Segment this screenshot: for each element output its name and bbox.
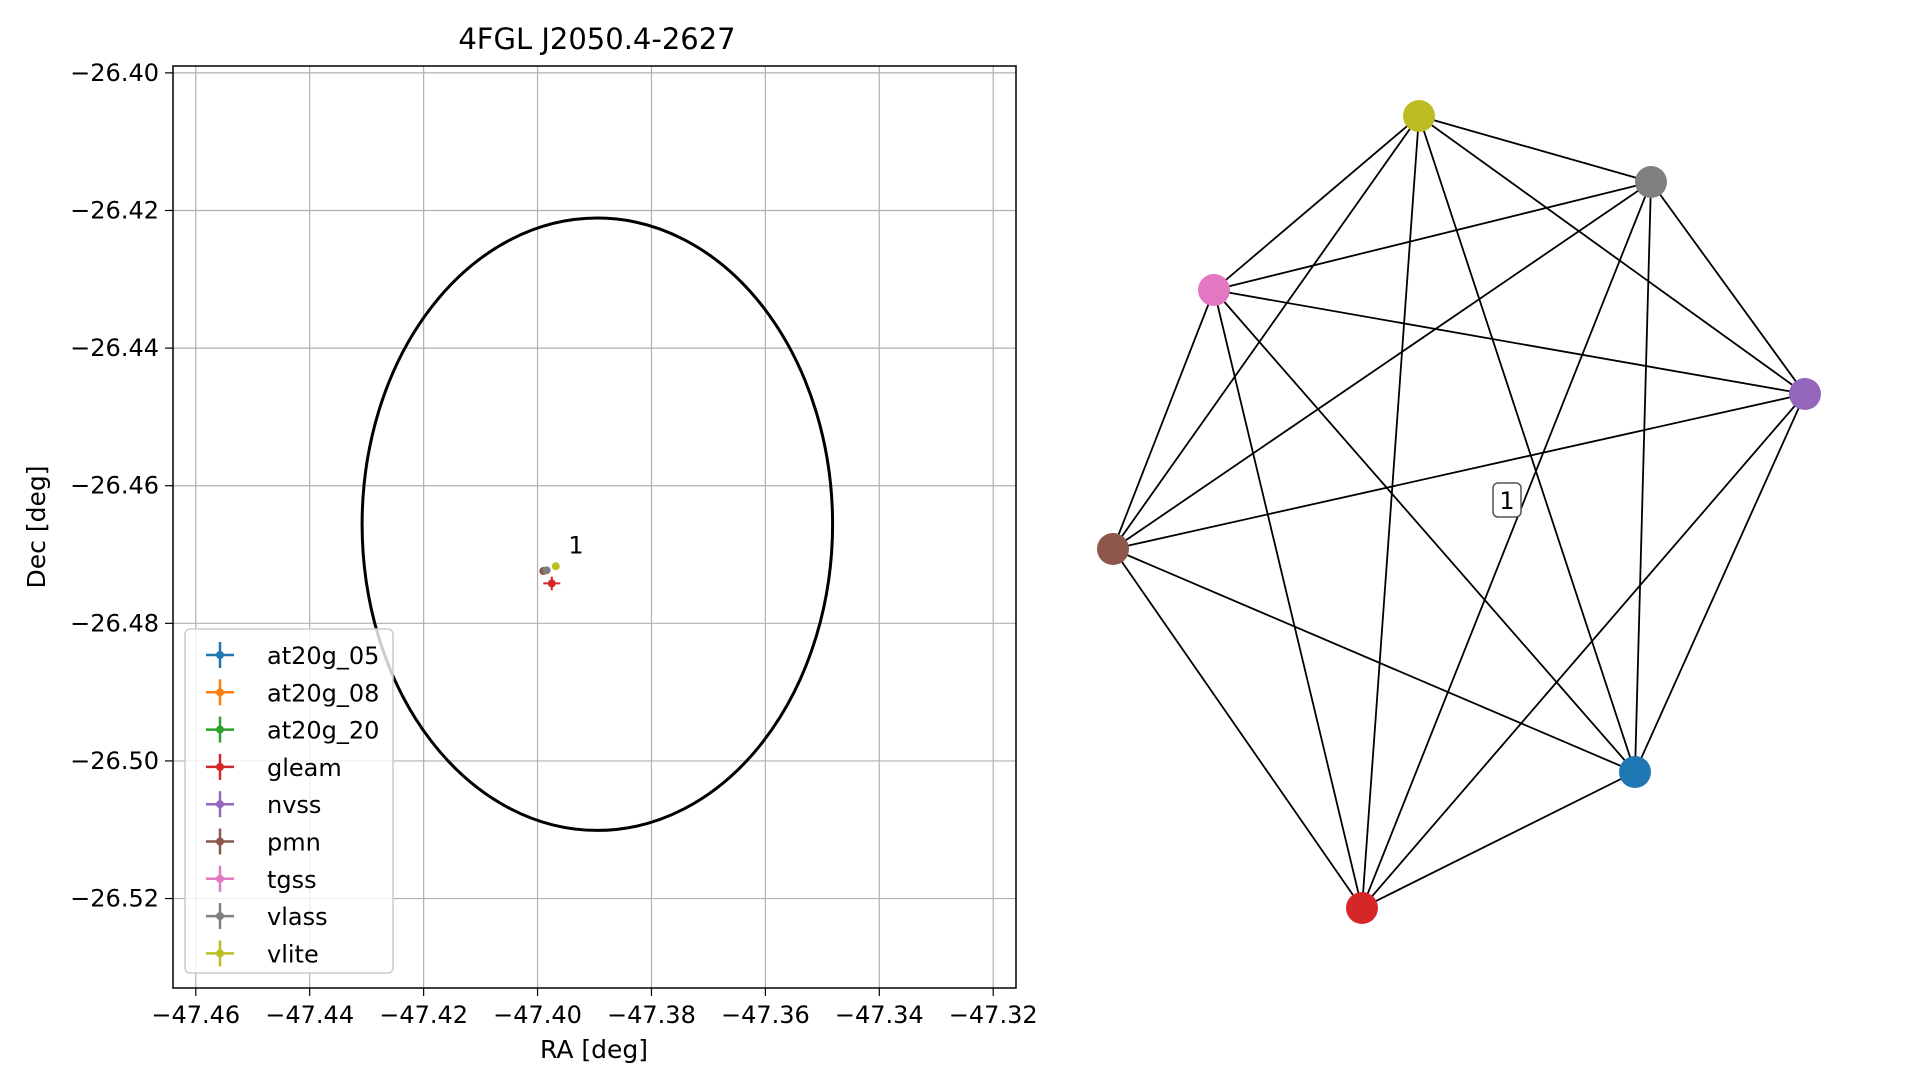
network-label: 1	[1499, 487, 1514, 515]
network-edge	[1112, 115, 1420, 550]
source-point-vlite	[551, 562, 560, 571]
y-tick-label: −26.42	[70, 196, 159, 224]
x-tick-label: −47.46	[151, 1001, 240, 1029]
chart-title: 4FGL J2050.4-2627	[458, 22, 735, 56]
x-tick-label: −47.32	[949, 1001, 1038, 1029]
legend-entry-at20g_20: at20g_20	[206, 716, 379, 745]
network-edge	[1112, 548, 1363, 909]
legend-box	[184, 628, 394, 974]
network-node-vlite	[1403, 100, 1435, 132]
network-edge	[1634, 393, 1806, 773]
network-edge	[1213, 289, 1806, 395]
x-tick-label: −47.34	[835, 1001, 924, 1029]
legend-label: tgss	[267, 866, 317, 894]
legend-entry-at20g_08: at20g_08	[206, 679, 379, 707]
network-nodes	[1097, 100, 1821, 924]
network-node-at20g_05	[1619, 756, 1651, 788]
network-label-box: 1	[1492, 482, 1522, 518]
network-edge	[1418, 115, 1806, 395]
network-edge	[1112, 181, 1652, 550]
legend-label: at20g_20	[267, 717, 379, 745]
network-edge	[1650, 181, 1806, 395]
network-edge	[1418, 115, 1636, 773]
network-node-nvss	[1789, 378, 1821, 410]
legend-label: nvss	[267, 791, 321, 819]
legend-label: vlass	[267, 903, 328, 931]
network-edge	[1213, 115, 1420, 291]
legend-label: vlite	[267, 940, 319, 968]
legend-entry-vlass: vlass	[206, 903, 328, 931]
network-node-tgss	[1198, 274, 1230, 306]
plot-frame	[172, 65, 1017, 989]
source-point-vlass	[542, 566, 551, 575]
legend-label: at20g_05	[267, 642, 379, 670]
network-edge	[1112, 548, 1636, 773]
network-edge	[1112, 393, 1806, 550]
network-edge	[1634, 181, 1652, 773]
network-edge	[1213, 289, 1636, 773]
x-tick-label: −47.36	[721, 1001, 810, 1029]
point-annotation: 1	[568, 531, 583, 559]
network-node-pmn	[1097, 533, 1129, 565]
x-tick-label: −47.42	[379, 1001, 468, 1029]
x-tick-label: −47.44	[265, 1001, 354, 1029]
grid	[173, 66, 1016, 988]
network-edge	[1418, 115, 1652, 183]
y-tick-label: −26.44	[70, 334, 159, 362]
y-tick-label: −26.40	[70, 59, 159, 87]
source-points-layer: 1	[539, 531, 584, 591]
y-tick-label: −26.48	[70, 609, 159, 637]
legend-entry-tgss: tgss	[206, 865, 317, 894]
legend-entry-gleam: gleam	[206, 753, 342, 782]
network-edges	[1112, 115, 1806, 909]
network-edge	[1213, 181, 1652, 291]
network-panel: 1	[1097, 100, 1821, 924]
legend-label: at20g_08	[267, 679, 379, 707]
network-edge	[1213, 289, 1363, 909]
network-edge	[1361, 771, 1636, 909]
network-edge	[1361, 115, 1420, 909]
network-edge	[1361, 181, 1652, 909]
x-axis-ticks: −47.46 −47.44 −47.42 −47.40 −47.38 −47.36 −47.…	[151, 988, 1038, 1029]
y-axis-ticks: −26.40 −26.42 −26.44 −26.46 −26.48 −26.50 −26.…	[70, 59, 173, 913]
y-axis-label: Dec [deg]	[22, 466, 51, 589]
error-ellipse	[360, 216, 835, 832]
network-node-vlass	[1635, 166, 1667, 198]
network-edge	[1361, 393, 1806, 909]
source-point-gleam	[543, 576, 561, 591]
x-axis-label: RA [deg]	[540, 1035, 648, 1064]
network-edge	[1112, 289, 1215, 550]
legend-entry-at20g_05: at20g_05	[206, 642, 379, 670]
legend-label: pmn	[267, 829, 321, 857]
network-node-gleam	[1346, 892, 1378, 924]
error-ellipse-layer	[360, 216, 835, 832]
legend-entry-pmn: pmn	[206, 828, 321, 857]
y-tick-label: −26.50	[70, 747, 159, 775]
y-tick-label: −26.52	[70, 885, 159, 913]
legend-label: gleam	[267, 754, 342, 782]
legend-entry-vlite: vlite	[206, 940, 319, 968]
y-tick-label: −26.46	[70, 472, 159, 500]
x-tick-label: −47.40	[493, 1001, 582, 1029]
x-tick-label: −47.38	[607, 1001, 696, 1029]
sky-map-panel: 4FGL J2050.4-2627 1 −47.46 −47.44 −47.42 −4…	[22, 22, 1038, 1064]
legend-entry-nvss: nvss	[206, 791, 321, 819]
